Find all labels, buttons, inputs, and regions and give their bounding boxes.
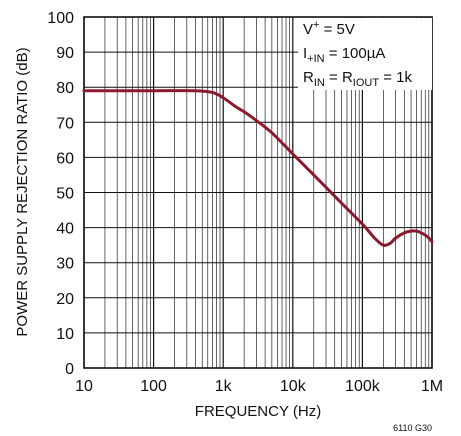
y-tick-label: 30 xyxy=(56,256,74,273)
x-tick-label: 100 xyxy=(140,378,167,395)
x-tick-label: 1M xyxy=(421,378,443,395)
plot-border xyxy=(83,16,433,369)
y-axis-title: POWER SUPPLY REJECTION RATIO (dB) xyxy=(14,47,31,336)
x-tick-label: 1k xyxy=(215,378,233,395)
y-tick-label: 70 xyxy=(56,115,74,132)
x-axis-title: FREQUENCY (Hz) xyxy=(195,403,321,420)
y-tick-label: 40 xyxy=(56,221,74,238)
annotation-box xyxy=(298,18,432,90)
x-tick-labels: 10 100 1k 10k 100k 1M xyxy=(75,378,443,395)
y-tick-label: 20 xyxy=(56,291,74,308)
annotation-current: I+IN = 100µA xyxy=(303,45,385,65)
x-tick-label: 10k xyxy=(280,378,307,395)
x-tick-label: 10 xyxy=(75,378,93,395)
y-tick-labels: 0 10 20 30 40 50 60 70 80 90 100 xyxy=(47,10,74,378)
y-tick-label: 80 xyxy=(56,80,74,97)
figure-id: 6110 G30 xyxy=(393,423,432,433)
annotation-resistance: RIN = RIOUT = 1k xyxy=(303,69,412,89)
y-tick-label: 100 xyxy=(47,10,74,27)
plot-frame xyxy=(83,16,433,369)
y-tick-label: 0 xyxy=(65,361,74,378)
psrr-series-line xyxy=(82,89,434,247)
y-tick-label: 10 xyxy=(56,326,74,343)
y-tick-label: 60 xyxy=(56,150,74,167)
x-tick-label: 100k xyxy=(345,378,381,395)
y-tick-label: 50 xyxy=(56,186,74,203)
y-tick-label: 90 xyxy=(56,45,74,62)
annotation-supply: V+ = 5V xyxy=(303,19,355,38)
